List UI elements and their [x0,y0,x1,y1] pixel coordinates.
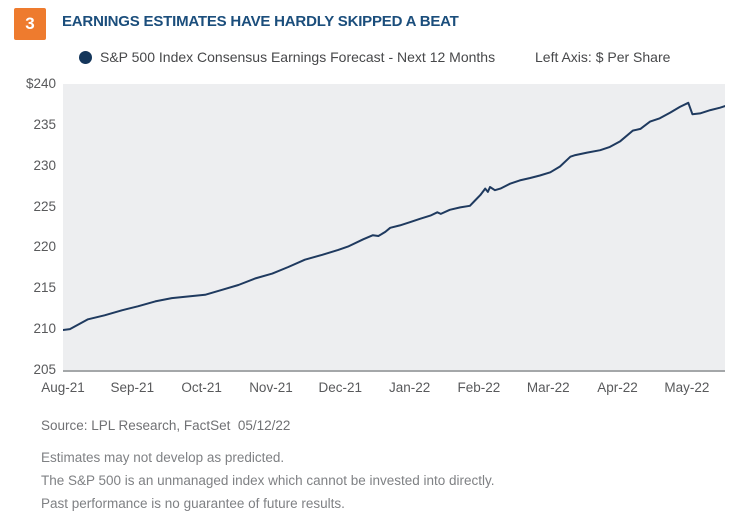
legend-series-label: S&P 500 Index Consensus Earnings Forecas… [100,49,496,65]
disclaimer-block: Estimates may not develop as predicted. T… [41,446,495,515]
x-tick-label: Oct-21 [181,380,222,395]
y-tick-label: 235 [33,116,56,132]
figure-number-badge: 3 [14,8,46,40]
disclaimer-line: Estimates may not develop as predicted. [41,450,285,465]
y-tick-label: 225 [33,198,56,214]
source-note: Source: LPL Research, FactSet 05/12/22 [41,418,291,433]
x-tick-label: Sep-21 [110,380,155,395]
y-tick-label: 210 [33,321,56,337]
x-tick-label: Feb-22 [457,380,501,395]
x-tick-label: May-22 [664,380,710,395]
disclaimer-line: The S&P 500 is an unmanaged index which … [41,473,495,488]
x-tick-label: Dec-21 [318,380,363,395]
disclaimer-line: Past performance is no guarantee of futu… [41,496,345,511]
y-tick-label: 215 [33,280,56,296]
legend-marker-icon [79,51,92,64]
x-tick-label: Aug-21 [41,380,85,395]
earnings-line-series [63,101,725,331]
y-tick-label: 220 [33,239,56,255]
chart-title: EARNINGS ESTIMATES HAVE HARDLY SKIPPED A… [62,13,459,30]
legend-axis-note: Left Axis: $ Per Share [535,49,671,65]
earnings-forecast-line-chart [63,101,725,331]
x-tick-label: Mar-22 [526,380,570,395]
plot-area [63,84,725,372]
x-tick-label: Jan-22 [388,380,431,395]
y-tick-label: 230 [33,157,56,173]
y-tick-label: $240 [25,76,56,91]
x-tick-label: Apr-22 [597,380,638,395]
x-tick-label: Nov-21 [249,380,293,395]
y-tick-label: 205 [33,362,56,377]
